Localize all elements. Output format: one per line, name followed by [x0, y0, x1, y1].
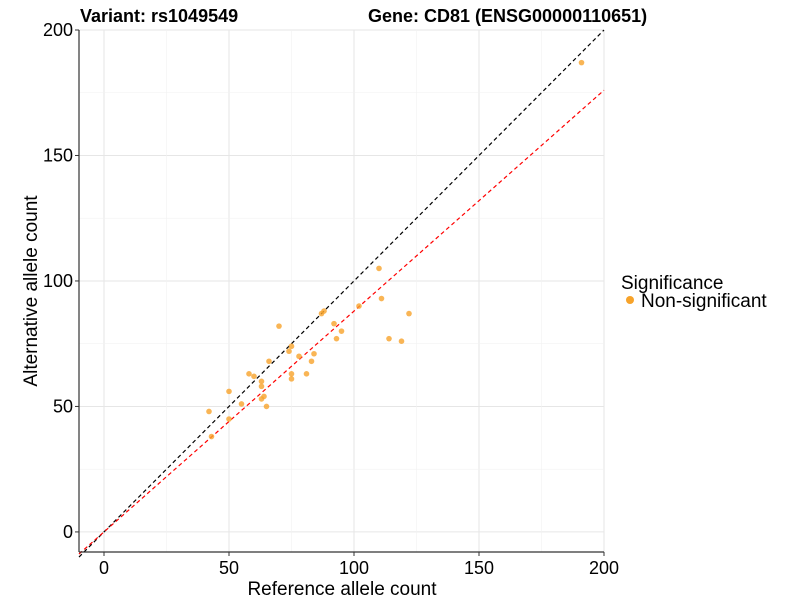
- data-point-0: [206, 408, 212, 415]
- data-point-25: [333, 335, 340, 342]
- y-tick-label: 200: [43, 20, 73, 40]
- data-point-12: [266, 358, 272, 365]
- y-tick-label: 150: [43, 145, 73, 165]
- data-point-1: [208, 433, 215, 440]
- data-point-16: [288, 371, 295, 377]
- data-point-2: [226, 388, 232, 395]
- data-point-23: [321, 308, 327, 314]
- x-tick-label: 0: [99, 558, 109, 578]
- y-tick-label: 50: [53, 396, 73, 416]
- data-point-8: [258, 383, 265, 390]
- data-point-28: [376, 265, 382, 272]
- data-point-4: [238, 401, 245, 407]
- data-point-32: [406, 310, 412, 317]
- x-tick-label: 50: [219, 558, 239, 578]
- data-point-17: [288, 376, 295, 382]
- data-point-31: [398, 338, 405, 344]
- reference-lines: [78, 29, 605, 558]
- x-axis-label: Reference allele count: [247, 579, 437, 600]
- x-tick-label: 150: [464, 558, 494, 578]
- x-tick-label: 200: [589, 558, 619, 578]
- tick-labels: 0 50 100 150 200 0 50 100 150 200: [43, 20, 619, 578]
- grid: [79, 29, 605, 552]
- y-axis-label: Alternative allele count: [21, 195, 42, 387]
- chart-title-gene: Gene: CD81 (ENSG00000110651): [368, 6, 647, 26]
- data-point-20: [308, 358, 315, 365]
- data-point-15: [288, 343, 295, 350]
- y-tick-label: 0: [63, 522, 73, 542]
- data-point-18: [296, 353, 302, 360]
- expected-ratio-reference-line: [78, 89, 605, 555]
- y-tick-label: 100: [43, 271, 73, 291]
- data-point-10: [261, 393, 267, 400]
- data-point-24: [331, 320, 337, 327]
- legend-label-non-significant: Non-significant: [641, 291, 767, 312]
- data-point-7: [258, 378, 265, 385]
- data-point-21: [311, 350, 317, 357]
- data-point-33: [578, 59, 585, 66]
- data-point-19: [303, 371, 310, 377]
- data-point-6: [251, 373, 257, 380]
- chart-title-variant: Variant: rs1049549: [80, 6, 238, 26]
- data-point-27: [356, 303, 362, 309]
- legend-marker: [626, 296, 634, 304]
- legend-title: Significance: [621, 273, 723, 294]
- data-point-11: [263, 403, 270, 410]
- data-point-3: [226, 416, 232, 422]
- data-point-13: [276, 323, 282, 329]
- identity-reference-line: [78, 29, 605, 558]
- x-tick-label: 100: [339, 558, 369, 578]
- data-points: [206, 59, 585, 440]
- legend: Significance Non-significant: [621, 273, 767, 312]
- data-point-30: [386, 335, 392, 342]
- data-point-29: [378, 295, 385, 302]
- data-point-26: [338, 328, 345, 334]
- data-point-14: [286, 348, 292, 355]
- axes: [78, 30, 604, 553]
- data-point-5: [246, 371, 252, 377]
